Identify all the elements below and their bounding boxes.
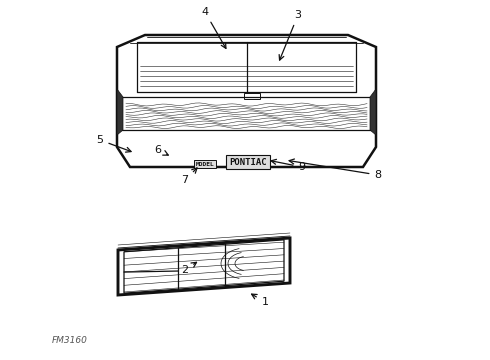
- Polygon shape: [117, 89, 123, 135]
- Text: 9: 9: [271, 159, 306, 172]
- Text: 2: 2: [181, 262, 196, 275]
- Text: 8: 8: [289, 159, 382, 180]
- Text: 5: 5: [97, 135, 131, 152]
- Text: MODEL: MODEL: [196, 162, 215, 166]
- Text: FM3160: FM3160: [52, 336, 88, 345]
- Text: 3: 3: [279, 10, 301, 60]
- Text: 7: 7: [181, 168, 197, 185]
- Text: PONTIAC: PONTIAC: [229, 158, 267, 166]
- Text: 4: 4: [201, 7, 226, 48]
- Text: 6: 6: [154, 145, 168, 155]
- Text: 1: 1: [251, 294, 269, 307]
- Bar: [244, 93, 260, 99]
- Polygon shape: [370, 89, 376, 135]
